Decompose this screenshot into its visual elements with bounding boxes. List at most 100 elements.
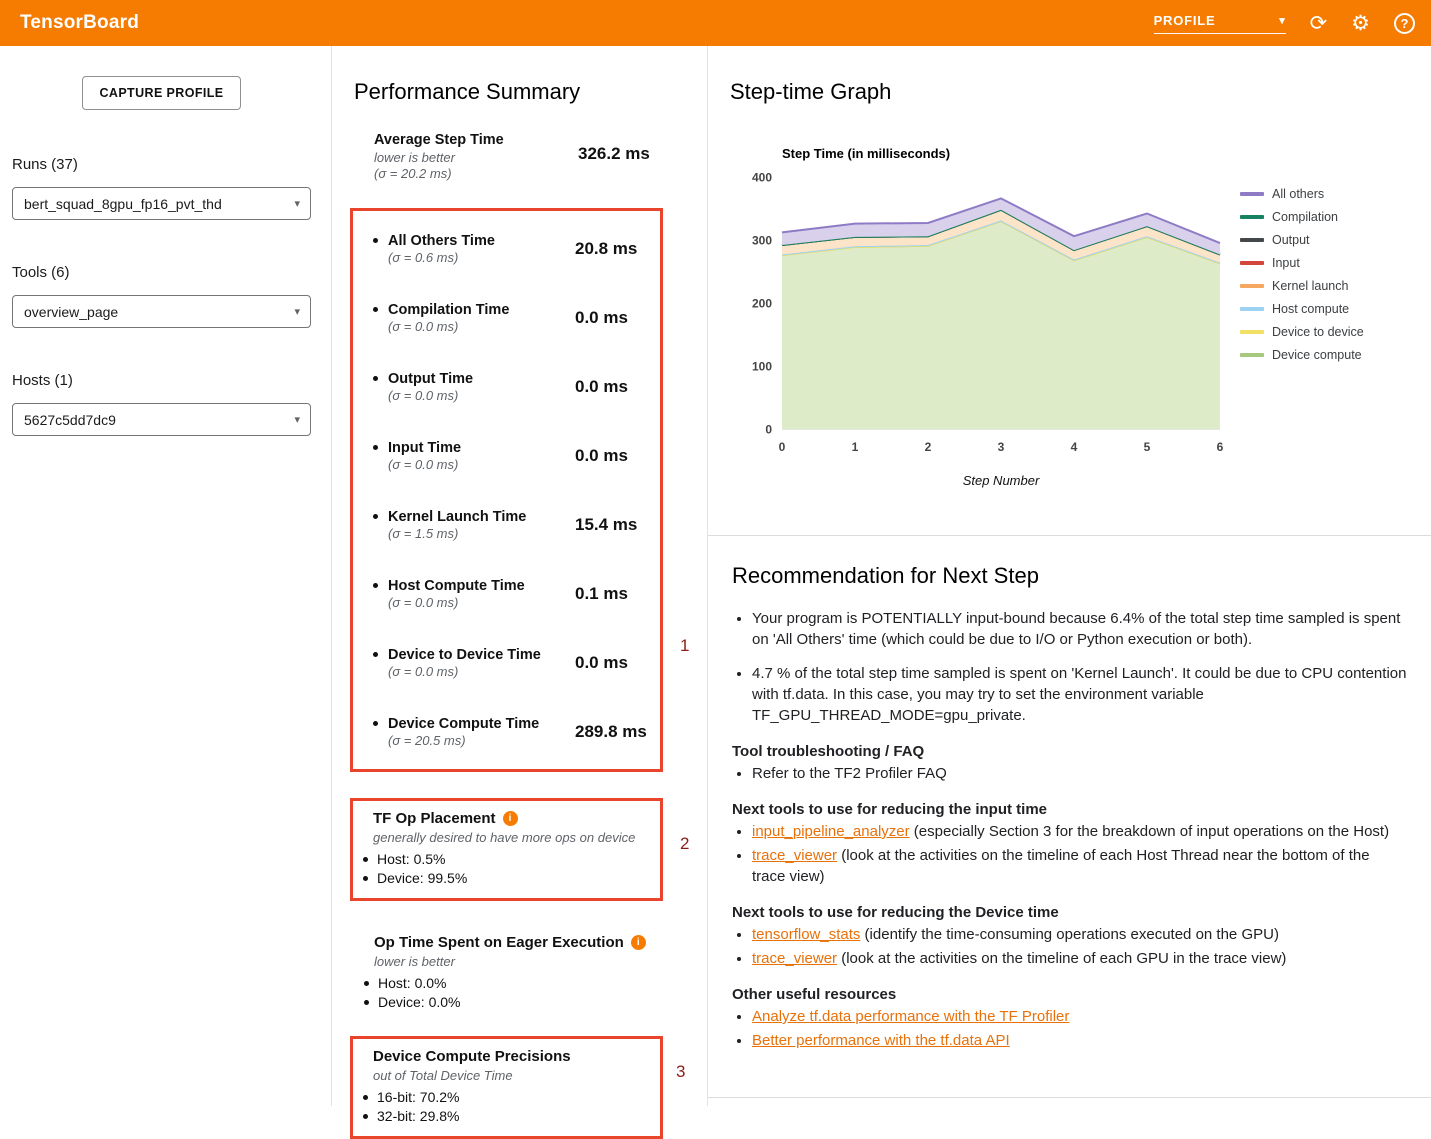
legend-item: Compilation	[1240, 210, 1364, 224]
legend-label: Kernel launch	[1272, 279, 1348, 293]
tensorflow-stats-link[interactable]: tensorflow_stats	[752, 926, 860, 943]
info-icon[interactable]: i	[631, 935, 646, 950]
metric-row: Compilation Time (σ = 0.0 ms) 0.0 ms	[373, 283, 654, 352]
metric-label: Host Compute Time	[388, 578, 525, 594]
bullet-icon	[363, 857, 368, 862]
bullet-icon	[373, 307, 378, 312]
info-icon[interactable]: i	[503, 811, 518, 826]
annotation-box-1: All Others Time (σ = 0.6 ms) 20.8 ms Com…	[350, 208, 663, 772]
bullet-icon	[373, 238, 378, 243]
metric-value: 0.0 ms	[575, 308, 628, 328]
tools-label: Tools (6)	[12, 264, 311, 281]
list-item: Host: 0.0%	[362, 974, 707, 993]
bullet-icon	[373, 514, 378, 519]
recommendation-bullet: Your program is POTENTIALLY input-bound …	[752, 608, 1407, 650]
runs-dropdown[interactable]: bert_squad_8gpu_fp16_pvt_thd ▾	[12, 187, 311, 220]
chevron-down-icon: ▾	[294, 197, 300, 210]
bullet-icon	[373, 376, 378, 381]
legend-swatch	[1240, 261, 1264, 265]
list-item: Device: 99.5%	[361, 869, 652, 888]
chart-legend: All others Compilation Output Input Kernel l…	[1240, 187, 1364, 362]
bullet-icon	[373, 445, 378, 450]
list-item: 32-bit: 29.8%	[361, 1107, 652, 1126]
tfdata-performance-link[interactable]: Analyze tf.data performance with the TF …	[752, 1008, 1069, 1025]
metric-row: Kernel Launch Time (σ = 1.5 ms) 15.4 ms	[373, 490, 654, 559]
list-item: tensorflow_stats (identify the time-cons…	[752, 924, 1407, 945]
chevron-down-icon: ▾	[294, 413, 300, 426]
list-item: Better performance with the tf.data API	[752, 1030, 1407, 1051]
legend-item: Output	[1240, 233, 1364, 247]
chevron-down-icon: ▾	[294, 305, 300, 318]
metric-label: Device to Device Time	[388, 647, 541, 663]
svg-text:300: 300	[752, 234, 772, 248]
header-actions: PROFILE ▾ ⟳ ⚙ ?	[1154, 13, 1415, 34]
bullet-icon	[373, 583, 378, 588]
trace-viewer-link[interactable]: trace_viewer	[752, 950, 837, 967]
metric-label: Device Compute Time	[388, 716, 539, 732]
metric-label: Output Time	[388, 371, 473, 387]
metric-value: 20.8 ms	[575, 239, 637, 259]
metric-row: Device Compute Time (σ = 20.5 ms) 289.8 …	[373, 697, 654, 766]
svg-text:200: 200	[752, 297, 772, 311]
chart-area: 01002003004000123456Step Number All othe…	[730, 167, 1431, 499]
trace-viewer-link[interactable]: trace_viewer	[752, 847, 837, 864]
runs-label: Runs (37)	[12, 156, 311, 173]
legend-label: Host compute	[1272, 302, 1349, 316]
hosts-dropdown[interactable]: 5627c5dd7dc9 ▾	[12, 403, 311, 436]
recommendation-section: Recommendation for Next Step Your progra…	[708, 536, 1431, 1051]
bullet-icon	[364, 981, 369, 986]
runs-selected-value: bert_squad_8gpu_fp16_pvt_thd	[24, 196, 222, 212]
legend-label: Input	[1272, 256, 1300, 270]
svg-text:Step Number: Step Number	[963, 473, 1040, 488]
dashboard-selector[interactable]: PROFILE ▾	[1154, 13, 1286, 34]
metric-value: 0.1 ms	[575, 584, 628, 604]
metric-label: Input Time	[388, 440, 461, 456]
app-title: TensorBoard	[20, 12, 139, 34]
legend-item: Host compute	[1240, 302, 1364, 316]
settings-gear-icon[interactable]: ⚙	[1351, 13, 1370, 34]
metric-row: Input Time (σ = 0.0 ms) 0.0 ms	[373, 421, 654, 490]
right-panel: Step-time Graph Step Time (in millisecon…	[708, 46, 1431, 1106]
list-item: Analyze tf.data performance with the TF …	[752, 1006, 1407, 1027]
legend-swatch	[1240, 307, 1264, 311]
legend-swatch	[1240, 330, 1264, 334]
step-time-graph-title: Step-time Graph	[730, 78, 1431, 106]
legend-label: All others	[1272, 187, 1324, 201]
annotation-box-3: Device Compute Precisions out of Total D…	[350, 1036, 663, 1139]
metric-value: 289.8 ms	[575, 722, 647, 742]
eager-note: lower is better	[374, 954, 707, 970]
input-pipeline-analyzer-link[interactable]: input_pipeline_analyzer	[752, 823, 910, 840]
svg-text:1: 1	[852, 440, 859, 454]
recommendation-bullet: 4.7 % of the total step time sampled is …	[752, 663, 1407, 726]
metric-label: Average Step Time	[374, 132, 707, 148]
tools-dropdown[interactable]: overview_page ▾	[12, 295, 311, 328]
reload-icon[interactable]: ⟳	[1310, 13, 1328, 34]
legend-label: Device to device	[1272, 325, 1364, 339]
app-header: TensorBoard PROFILE ▾ ⟳ ⚙ ?	[0, 0, 1431, 46]
bullet-icon	[363, 876, 368, 881]
svg-text:3: 3	[998, 440, 1005, 454]
svg-text:400: 400	[752, 171, 772, 185]
legend-swatch	[1240, 192, 1264, 196]
bullet-icon	[373, 652, 378, 657]
help-icon[interactable]: ?	[1394, 13, 1415, 34]
metric-label: Compilation Time	[388, 302, 509, 318]
metric-label: All Others Time	[388, 233, 495, 249]
bullet-icon	[364, 1000, 369, 1005]
sidebar: CAPTURE PROFILE Runs (37) bert_squad_8gp…	[0, 46, 332, 1106]
section-heading: Next tools to use for reducing the input…	[732, 801, 1407, 818]
chevron-down-icon: ▾	[1279, 14, 1285, 27]
metric-note: lower is better	[374, 150, 707, 165]
main-layout: CAPTURE PROFILE Runs (37) bert_squad_8gp…	[0, 46, 1431, 1106]
legend-item: Device compute	[1240, 348, 1364, 362]
average-step-time-row: Average Step Time lower is better (σ = 2…	[374, 132, 707, 188]
list-item: trace_viewer (look at the activities on …	[752, 845, 1407, 887]
tfdata-api-link[interactable]: Better performance with the tf.data API	[752, 1032, 1010, 1049]
svg-text:0: 0	[765, 423, 772, 437]
step-time-chart: 01002003004000123456Step Number	[730, 167, 1228, 499]
metric-value: 0.0 ms	[575, 377, 628, 397]
capture-profile-button[interactable]: CAPTURE PROFILE	[82, 76, 240, 110]
metric-row: All Others Time (σ = 0.6 ms) 20.8 ms	[373, 214, 654, 283]
annotation-number-2: 2	[680, 834, 689, 854]
step-time-graph-section: Step-time Graph Step Time (in millisecon…	[708, 78, 1431, 499]
